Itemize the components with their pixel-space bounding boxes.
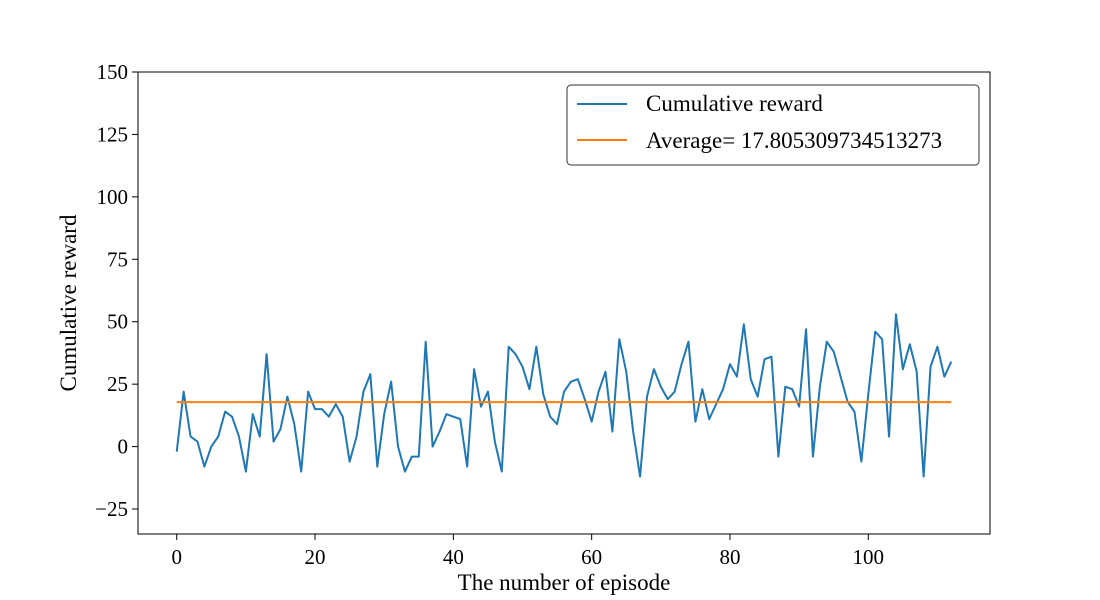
legend-label-cumulative-reward: Cumulative reward [646,91,823,116]
y-axis-label: Cumulative reward [56,214,81,391]
x-tick-label: 100 [853,545,885,569]
y-tick-label: −25 [95,497,128,521]
x-tick-label: 20 [305,545,326,569]
series-line-cumulative-reward [175,313,953,478]
x-tick-label: 60 [581,545,602,569]
y-axis: −25 0 25 50 75 100 125 150 [95,60,138,521]
legend-label-average: Average= 17.805309734513273 [646,128,942,153]
y-tick-label: 150 [97,60,129,84]
plot-frame [137,71,991,535]
y-tick-label: 100 [97,185,129,209]
x-tick-label: 0 [171,545,182,569]
series-layer [175,313,953,478]
legend-box [566,84,980,166]
y-tick-label: 0 [118,435,129,459]
y-tick-label: 50 [107,310,128,334]
x-tick-label: 80 [719,545,740,569]
x-tick-label: 40 [443,545,464,569]
y-tick-label: 125 [97,122,129,146]
y-tick-label: 75 [107,247,128,271]
x-axis: 0 20 40 60 80 100 [171,534,884,569]
legend: Cumulative reward Average= 17.8053097345… [566,84,980,166]
y-tick-label: 25 [107,372,128,396]
x-axis-label: The number of episode [458,570,671,595]
